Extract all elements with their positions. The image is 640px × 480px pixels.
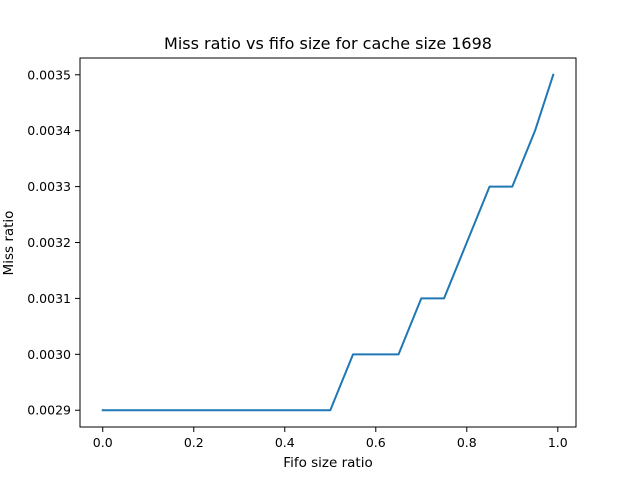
- y-tick-label: 0.0030: [27, 347, 71, 362]
- x-tick-label: 0.8: [457, 435, 477, 450]
- x-tick-label: 0.4: [275, 435, 295, 450]
- x-axis-label: Fifo size ratio: [283, 455, 372, 471]
- x-tick-label: 0.0: [93, 435, 113, 450]
- y-axis-ticks: 0.0029 0.0030 0.0031 0.0032 0.0033 0.0034 0.00…: [27, 67, 80, 418]
- y-tick-label: 0.0032: [27, 235, 71, 250]
- y-tick-label: 0.0034: [27, 123, 71, 138]
- x-axis-ticks: 0.0 0.2 0.4 0.6 0.8 1.0: [93, 427, 568, 450]
- chart-title: Miss ratio vs fifo size for cache size 1…: [164, 34, 492, 53]
- y-tick-label: 0.0029: [27, 403, 71, 418]
- x-tick-label: 1.0: [548, 435, 568, 450]
- y-axis-label: Miss ratio: [1, 211, 17, 276]
- x-tick-label: 0.2: [184, 435, 204, 450]
- x-tick-label: 0.6: [366, 435, 386, 450]
- series-line-0: [101, 73, 555, 412]
- y-tick-label: 0.0035: [27, 67, 71, 82]
- y-tick-label: 0.0031: [27, 291, 71, 306]
- y-tick-label: 0.0033: [27, 179, 71, 194]
